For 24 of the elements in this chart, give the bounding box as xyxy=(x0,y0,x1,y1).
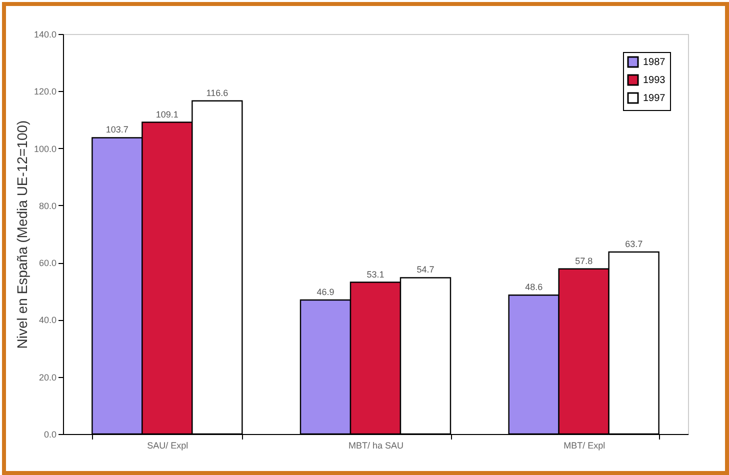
data-label: 103.7 xyxy=(106,124,128,135)
y-tick-label: 20.0 xyxy=(38,372,56,382)
y-tick-label: 80.0 xyxy=(38,200,56,211)
y-tick-label: 0.0 xyxy=(44,430,56,440)
data-label: 53.1 xyxy=(366,269,384,280)
data-label: 63.7 xyxy=(625,239,643,249)
x-tick-label: SAU/ Expl xyxy=(147,440,188,450)
data-label: 116.6 xyxy=(206,88,228,98)
data-label: 54.7 xyxy=(416,264,434,275)
y-tick-label: 140.0 xyxy=(34,30,56,40)
y-tick-label: 100.0 xyxy=(34,144,56,154)
data-label: 48.6 xyxy=(525,282,543,292)
data-label: 109.1 xyxy=(156,109,178,120)
x-tick-label: MBT/ ha SAU xyxy=(348,440,404,450)
y-tick-label: 120.0 xyxy=(34,86,56,97)
legend-label: 1987 xyxy=(643,57,666,68)
y-axis-title: Nivel en España (Media UE-12=100) xyxy=(14,120,30,349)
x-tick-label: MBT/ Expl xyxy=(564,440,606,450)
data-label: 46.9 xyxy=(316,287,334,297)
legend-label: 1993 xyxy=(643,75,666,86)
y-tick-label: 40.0 xyxy=(38,315,56,326)
data-label: 57.8 xyxy=(575,256,593,266)
y-tick-label: 60.0 xyxy=(38,258,56,268)
legend-label: 1997 xyxy=(643,93,666,104)
